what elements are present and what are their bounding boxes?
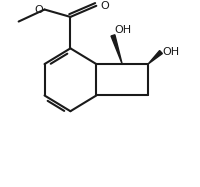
Text: OH: OH — [163, 47, 180, 57]
Polygon shape — [111, 35, 122, 64]
Polygon shape — [148, 50, 162, 64]
Text: O: O — [34, 4, 43, 15]
Text: OH: OH — [115, 25, 132, 35]
Text: O: O — [100, 1, 109, 11]
